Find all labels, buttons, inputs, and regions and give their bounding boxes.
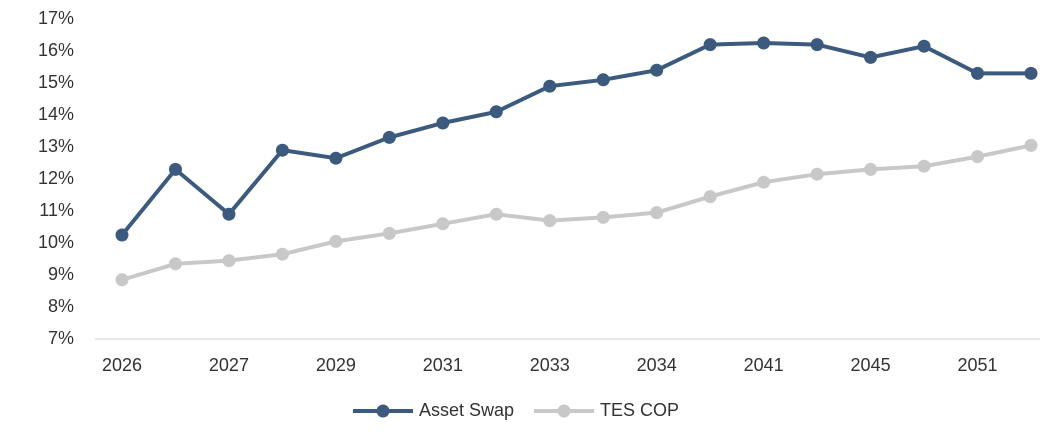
- series-line: [120, 40, 1031, 237]
- data-point: [222, 254, 236, 268]
- data-point: [168, 257, 182, 271]
- legend-marker: [376, 404, 390, 418]
- y-tick-label: 8%: [48, 296, 74, 316]
- data-point: [971, 66, 985, 80]
- y-tick-label: 10%: [38, 232, 74, 252]
- data-point: [115, 228, 129, 242]
- data-point: [596, 210, 610, 224]
- data-point: [596, 73, 610, 87]
- y-tick-label: 17%: [38, 8, 74, 28]
- x-tick-label: 2034: [637, 355, 677, 375]
- data-point: [543, 79, 557, 93]
- data-point: [543, 214, 557, 228]
- y-tick-label: 7%: [48, 328, 74, 348]
- legend-label: Asset Swap: [419, 400, 514, 420]
- y-tick-label: 11%: [39, 200, 74, 220]
- y-tick-label: 15%: [38, 72, 74, 92]
- x-tick-label: 2029: [316, 355, 356, 375]
- data-point: [222, 207, 236, 221]
- data-point: [864, 50, 878, 64]
- data-point: [115, 273, 129, 287]
- data-point: [329, 151, 343, 165]
- x-tick-label: 2051: [957, 355, 997, 375]
- data-point: [489, 105, 503, 119]
- data-point: [917, 39, 931, 53]
- x-tick-label: 2026: [102, 355, 142, 375]
- data-point: [650, 63, 664, 77]
- data-point: [757, 175, 771, 189]
- y-tick-label: 12%: [38, 168, 74, 188]
- data-point: [436, 217, 450, 231]
- y-tick-label: 14%: [38, 104, 74, 124]
- x-tick-label: 2027: [209, 355, 249, 375]
- data-point: [329, 234, 343, 248]
- x-tick-label: 2041: [744, 355, 784, 375]
- x-tick-label: 2031: [423, 355, 463, 375]
- data-point: [703, 190, 717, 204]
- data-point: [864, 162, 878, 176]
- legend-marker: [557, 404, 571, 418]
- data-point: [275, 143, 289, 157]
- data-point: [168, 162, 182, 176]
- x-tick-label: 2045: [851, 355, 891, 375]
- x-tick-label: 2033: [530, 355, 570, 375]
- data-point: [810, 167, 824, 181]
- data-point: [382, 130, 396, 144]
- data-point: [810, 38, 824, 52]
- data-point: [650, 206, 664, 220]
- data-point: [489, 207, 503, 221]
- data-point: [382, 226, 396, 240]
- data-point: [971, 150, 985, 164]
- data-point: [1024, 138, 1038, 152]
- y-tick-label: 16%: [38, 40, 74, 60]
- y-tick-label: 9%: [48, 264, 74, 284]
- data-point: [275, 247, 289, 261]
- data-point: [757, 36, 771, 50]
- y-tick-label: 13%: [38, 136, 74, 156]
- data-point: [1024, 66, 1038, 80]
- legend-label: TES COP: [600, 400, 679, 420]
- data-point: [917, 159, 931, 173]
- data-point: [436, 116, 450, 130]
- data-point: [703, 38, 717, 52]
- series-line: [121, 143, 1032, 282]
